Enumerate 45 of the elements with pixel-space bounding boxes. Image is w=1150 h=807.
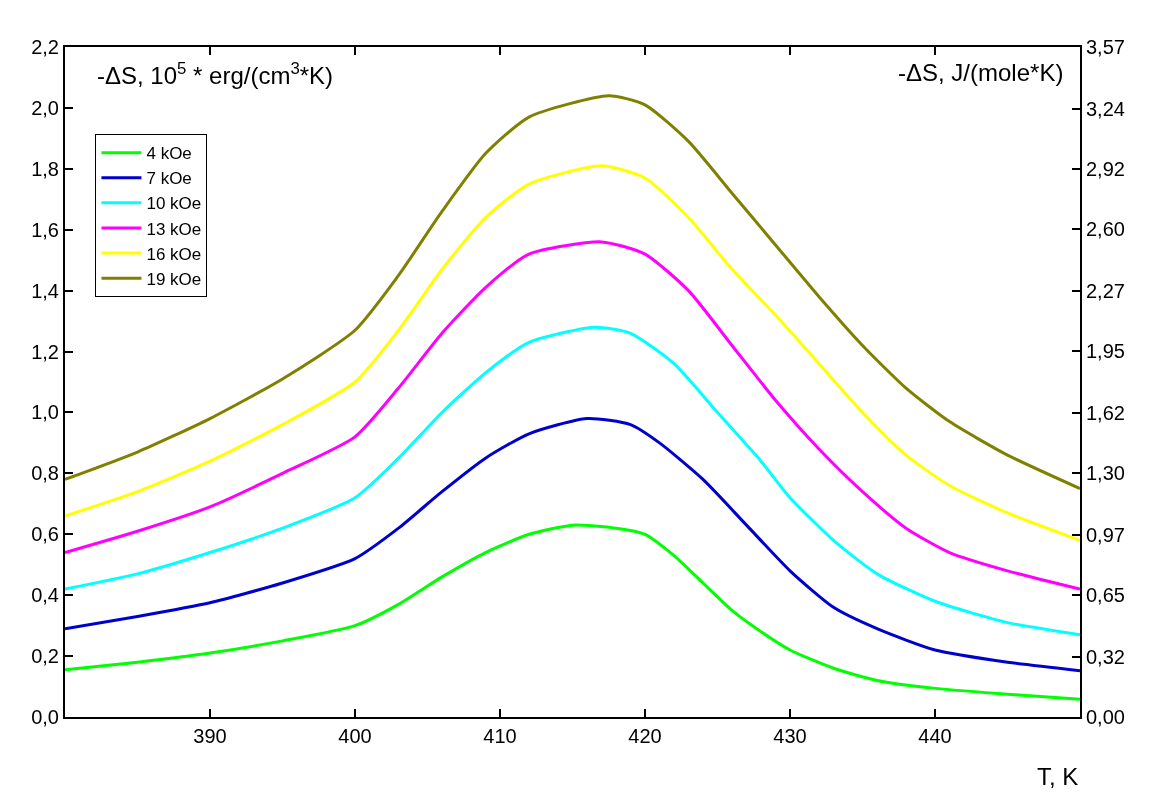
legend-label: 4 kOe (146, 144, 192, 164)
x-tick-label: 440 (918, 725, 952, 747)
y2-tick-label: 3,24 (1086, 97, 1125, 120)
line-series (65, 94, 1080, 491)
line-series (65, 417, 1080, 673)
y2-tick-label: 2,60 (1086, 218, 1125, 241)
x-tick-label: 390 (193, 725, 227, 747)
legend-label: 13 kOe (146, 219, 202, 239)
y-tick-label: 1,6 (31, 218, 59, 241)
y2-tick-label: 1,62 (1086, 401, 1125, 424)
y2-tick-label: 0,32 (1086, 645, 1125, 668)
y2-tick-label: 0,00 (1086, 706, 1125, 728)
legend-label: 19 kOe (146, 269, 202, 289)
line-series (65, 523, 1080, 701)
line-series (65, 240, 1080, 591)
legend-label: 7 kOe (146, 169, 192, 189)
x-axis-title: T, K (1037, 763, 1079, 790)
y-tick-label: 2,2 (31, 36, 59, 58)
y2-tick-label: 2,92 (1086, 157, 1125, 180)
y-tick-label: 1,0 (31, 401, 59, 424)
legend-label: 10 kOe (146, 194, 202, 214)
y-tick-label: 1,2 (31, 340, 59, 363)
y-tick-label: 1,4 (31, 279, 59, 302)
y2-tick-label: 0,65 (1086, 584, 1125, 607)
y2-tick-label: 0,97 (1086, 523, 1125, 546)
y-tick-label: 1,8 (31, 157, 59, 180)
x-tick-label: 410 (483, 725, 517, 747)
y2-tick-label: 3,57 (1086, 36, 1125, 58)
y-tick-label: 0,8 (31, 462, 59, 485)
y-tick-label: 0,6 (31, 523, 59, 546)
y2-axis-title: -ΔS, J/(mole*K) (898, 59, 1064, 86)
x-tick-label: 430 (773, 725, 807, 747)
y2-tick-label: 2,27 (1086, 279, 1125, 302)
y-tick-label: 2,0 (31, 96, 59, 119)
x-tick-label: 420 (628, 725, 662, 747)
legend-label: 16 kOe (146, 244, 202, 264)
x-tick-label: 400 (338, 725, 372, 747)
y-tick-label: 0,4 (31, 584, 59, 607)
line-series (65, 325, 1080, 637)
y-tick-label: 0,2 (31, 645, 59, 668)
y-tick-label: 0,0 (31, 706, 59, 728)
y2-tick-label: 1,30 (1086, 462, 1125, 485)
y-axis-title: -ΔS, 10$^{5}$ * erg/(cm$^{3}$*K) (97, 59, 334, 90)
y2-tick-label: 1,95 (1086, 340, 1125, 363)
line-series (65, 164, 1080, 542)
